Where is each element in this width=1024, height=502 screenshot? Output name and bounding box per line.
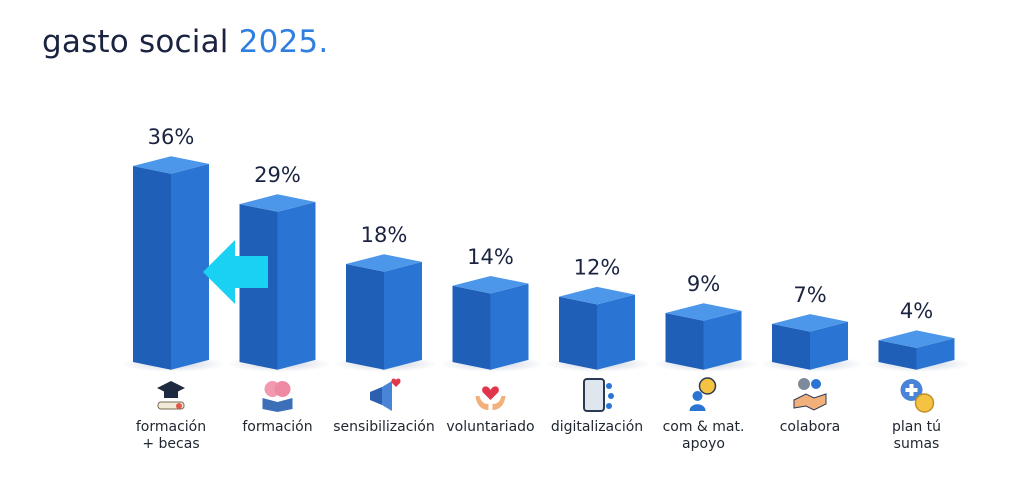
bar-right-face <box>597 294 635 370</box>
category-label-8: plan tú sumas <box>857 419 977 453</box>
category-label-5: digitalización <box>537 419 657 436</box>
tablet-network-icon <box>583 378 614 412</box>
bar-top-face <box>772 314 848 332</box>
category-label-line: digitalización <box>550 419 644 435</box>
category-label-line: sensibilización <box>333 419 435 435</box>
category-label-2: formación <box>218 419 338 436</box>
category-label-line: voluntariado <box>446 419 535 435</box>
category-label-line: apoyo <box>682 436 725 452</box>
value-label-7: 7% <box>793 283 826 307</box>
bar-left-face <box>878 340 917 370</box>
bar-right-face <box>171 163 209 370</box>
value-label-1: 36% <box>148 125 195 149</box>
person-chat-icon <box>689 377 717 411</box>
bar-1: 36% <box>121 125 225 372</box>
bar-top-face <box>452 275 529 294</box>
bar-3: 18% <box>334 223 438 372</box>
value-label-3: 18% <box>361 223 408 247</box>
category-label-line: + becas <box>142 436 200 452</box>
bar-5: 12% <box>547 256 651 372</box>
brain-book-icon <box>262 381 293 412</box>
category-label-line: colabora <box>779 419 841 435</box>
bar-right-face <box>703 310 742 370</box>
arrow-annotation <box>203 240 268 304</box>
title-year: 2025. <box>238 24 329 60</box>
bar-left-face <box>133 166 171 370</box>
category-label-1: formación + becas <box>111 419 231 453</box>
bar-right-face <box>810 321 848 370</box>
megaphone-heart-icon <box>370 378 401 411</box>
category-label-6: com & mat. apoyo <box>644 419 764 453</box>
hands-heart-icon <box>475 386 506 410</box>
bar-6: 9% <box>653 272 758 372</box>
handshake-gears-icon <box>793 378 827 411</box>
value-label-8: 4% <box>900 299 933 323</box>
plus-coin-icon <box>900 379 935 413</box>
category-label-line: formación <box>242 419 313 435</box>
bar-left-face <box>559 296 597 370</box>
category-label-line: com & mat. <box>662 419 745 435</box>
category-label-line: plan tú <box>891 419 942 435</box>
value-label-2: 29% <box>254 163 301 187</box>
bar-4: 14% <box>440 245 545 372</box>
bar-left-face <box>346 264 384 370</box>
bar-right-face <box>916 338 955 370</box>
bar-top-face <box>665 303 742 321</box>
category-label-7: colabora <box>750 419 870 436</box>
bar-top-face <box>346 254 422 272</box>
title-main: gasto social <box>42 24 229 60</box>
value-label-6: 9% <box>687 272 720 296</box>
page-title: gasto social 2025. <box>42 24 328 60</box>
category-label-4: voluntariado <box>431 419 551 436</box>
category-label-line: sumas <box>893 436 940 452</box>
bar-right-face <box>490 283 529 370</box>
bar-8: 4% <box>866 299 971 372</box>
value-label-5: 12% <box>574 256 621 280</box>
bar-left-face <box>772 323 810 370</box>
category-label-3: sensibilización <box>324 419 444 436</box>
graduation-cap-icon <box>157 381 185 410</box>
bar-right-face <box>384 261 422 370</box>
bar-left-face <box>452 285 491 370</box>
bar-7: 7% <box>760 283 864 372</box>
bar-left-face <box>665 313 704 370</box>
bar-right-face <box>277 202 316 370</box>
category-label-line: formación <box>135 419 207 435</box>
bar-top-face <box>559 286 635 305</box>
value-label-4: 14% <box>467 245 514 269</box>
bar-top-face <box>878 330 955 348</box>
bar-top-face <box>239 194 316 212</box>
bar-top-face <box>133 156 209 174</box>
